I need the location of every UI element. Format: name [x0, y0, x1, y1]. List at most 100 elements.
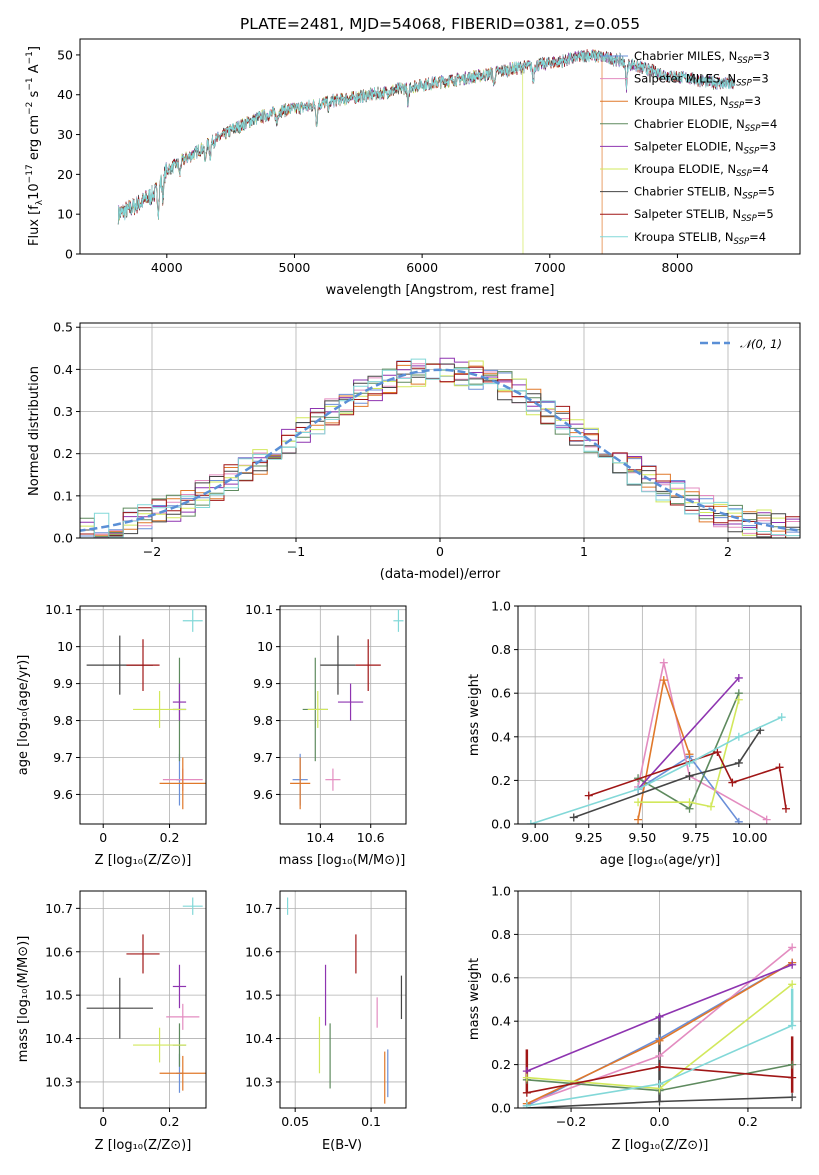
- y-tick-label: 10: [57, 639, 73, 654]
- ylabel-part: A: [27, 64, 42, 77]
- sfh-marker-salpeter-stelib: [584, 791, 593, 800]
- y-tick-label: 0: [65, 247, 73, 262]
- x-tick-label: 10.00: [732, 830, 768, 845]
- y-tick-label: 10.3: [245, 1074, 273, 1089]
- ylabel-part: −17: [25, 164, 35, 183]
- legend-label-chabrier-miles: Chabrier MILES, NSSP=3: [634, 49, 770, 66]
- y-tick-label: 1.0: [491, 884, 511, 899]
- age-vs-z-ylabel: age [log₁₀(age/yr)]: [16, 655, 31, 776]
- y-tick-label: 9.6: [53, 787, 73, 802]
- y-tick-label: 10.4: [45, 1031, 73, 1046]
- sfh-marker-salpeter-stelib: [788, 1073, 797, 1082]
- ylabel-part: erg cm: [27, 115, 42, 164]
- y-tick-label: 0.4: [53, 362, 73, 377]
- y-tick-label: 10.6: [45, 944, 73, 959]
- spectrum-series-kroupa-elodie: [117, 62, 524, 254]
- sfh-marker-kroupa-elodie: [788, 980, 797, 989]
- x-tick-label: 1: [580, 544, 588, 559]
- x-tick-label: 0.2: [160, 1114, 180, 1129]
- x-tick-label: 0.2: [160, 830, 180, 845]
- y-tick-label: 0.2: [491, 1057, 511, 1072]
- residuals-xlabel: (data-model)/error: [380, 567, 501, 582]
- legend-sub: SSP: [736, 79, 752, 89]
- sfh-marker-salpeter-stelib: [522, 1088, 531, 1097]
- age-vs-mass-xlabel: mass [log₁₀(M/M⊙)]: [279, 853, 406, 868]
- y-tick-label: 0.4: [491, 729, 511, 744]
- sfh-marker-kroupa-stelib: [685, 758, 694, 767]
- spectrum-xlabel: wavelength [Angstrom, rest frame]: [326, 283, 555, 298]
- sfh-marker-chabrier-stelib: [655, 1097, 664, 1106]
- legend-label-chabrier-elodie: Chabrier ELODIE, NSSP=4: [634, 117, 777, 134]
- x-tick-label: 0.2: [738, 1114, 758, 1129]
- y-tick-label: 0.1: [53, 488, 73, 503]
- y-tick-label: 10.7: [245, 901, 273, 916]
- legend-nssp: =4: [749, 230, 766, 244]
- legend-sub: SSP: [734, 237, 750, 247]
- legend-label-salpeter-stelib: Salpeter STELIB, NSSP=5: [634, 207, 774, 224]
- y-tick-label: 10.5: [45, 988, 73, 1003]
- sfh-marker-kroupa-miles: [685, 750, 694, 759]
- legend-sub: SSP: [737, 56, 753, 66]
- y-tick-label: 50: [57, 47, 73, 62]
- ylabel-part: −1: [25, 77, 35, 90]
- legend-label-kroupa-miles: Kroupa MILES, NSSP=3: [634, 94, 761, 111]
- sfh-marker-chabrier-elodie: [788, 1060, 797, 1069]
- y-tick-label: 0.8: [491, 927, 511, 942]
- y-tick-label: 1.0: [491, 599, 511, 614]
- sfh-marker-kroupa-elodie: [634, 798, 643, 807]
- sfh-line-chabrier-stelib: [573, 729, 761, 819]
- legend-nssp: =5: [758, 185, 775, 199]
- x-tick-label: 5000: [279, 260, 311, 275]
- spectrum-frame: [79, 38, 801, 255]
- residuals-legend: 𝒩(0, 1): [700, 337, 782, 351]
- x-tick-label: 9.25: [575, 830, 603, 845]
- y-tick-label: 0.3: [53, 404, 73, 419]
- legend-nssp: =3: [759, 139, 776, 153]
- legend-sub: SSP: [745, 124, 761, 134]
- ylabel-part: ]: [27, 46, 42, 51]
- x-tick-label: 0.05: [281, 1114, 309, 1129]
- residuals-ylabel: Normed distribution: [27, 366, 42, 496]
- y-tick-label: 9.6: [253, 787, 273, 802]
- y-tick-label: 0.4: [491, 1014, 511, 1029]
- legend-name: Salpeter MILES, N: [634, 72, 736, 86]
- mass-vs-ebv-frame: [279, 890, 407, 1109]
- legend-sub: SSP: [741, 214, 757, 224]
- sfh-marker-chabrier-stelib: [569, 813, 578, 822]
- sfh-line-salpeter-elodie: [637, 677, 740, 790]
- mass-vs-z-ylabel: mass [log₁₀(M/M⊙)]: [16, 936, 31, 1063]
- x-tick-label: 6000: [406, 260, 438, 275]
- y-tick-label: 9.8: [253, 713, 273, 728]
- sfh-marker-kroupa-elodie: [685, 798, 694, 807]
- x-tick-label: 0.1: [361, 1114, 381, 1129]
- x-tick-label: 9.75: [682, 830, 710, 845]
- sfh-marker-salpeter-stelib: [728, 778, 737, 787]
- y-tick-label: 0.0: [491, 817, 511, 832]
- sfh-z-xlabel: Z [log₁₀(Z/Z⊙)]: [612, 1138, 709, 1153]
- x-tick-label: −1: [287, 544, 305, 559]
- legend-name: Chabrier STELIB, N: [634, 185, 742, 199]
- spectrum-panel: PLATE=2481, MJD=54068, FIBERID=0381, z=0…: [25, 15, 801, 298]
- sfh-marker-kroupa-miles: [659, 676, 668, 685]
- age-vs-z-panel: 0 0.2 9.6 9.7 9.8 9.9 10 10.1 Z [log₁₀(Z/Z⊙)] a…: [16, 602, 207, 868]
- mass-vs-z-xlabel: Z [log₁₀(Z/Z⊙)]: [95, 1138, 192, 1153]
- gauss-curve: [80, 368, 800, 532]
- y-tick-label: 9.7: [253, 750, 273, 765]
- y-tick-label: 20: [57, 167, 73, 182]
- y-tick-label: 10.3: [45, 1074, 73, 1089]
- sfh-marker-chabrier-stelib: [788, 1093, 797, 1102]
- x-tick-label: 0: [436, 544, 444, 559]
- x-tick-label: 0: [99, 830, 107, 845]
- sfh-marker-kroupa-stelib: [734, 732, 743, 741]
- age-vs-z-xlabel: Z [log₁₀(Z/Z⊙)]: [95, 853, 192, 868]
- sfh-marker-kroupa-stelib: [777, 713, 786, 722]
- mass-vs-ebv-xlabel: E(B-V): [322, 1138, 362, 1153]
- sfh-marker-salpeter-elodie: [734, 673, 743, 682]
- y-tick-label: 10.5: [245, 988, 273, 1003]
- x-tick-label: 8000: [662, 260, 694, 275]
- age-vs-z-frame: [79, 605, 207, 825]
- x-tick-label: 10.4: [306, 830, 334, 845]
- sfh-line-kroupa-elodie: [638, 699, 740, 808]
- y-tick-label: 10.7: [45, 901, 73, 916]
